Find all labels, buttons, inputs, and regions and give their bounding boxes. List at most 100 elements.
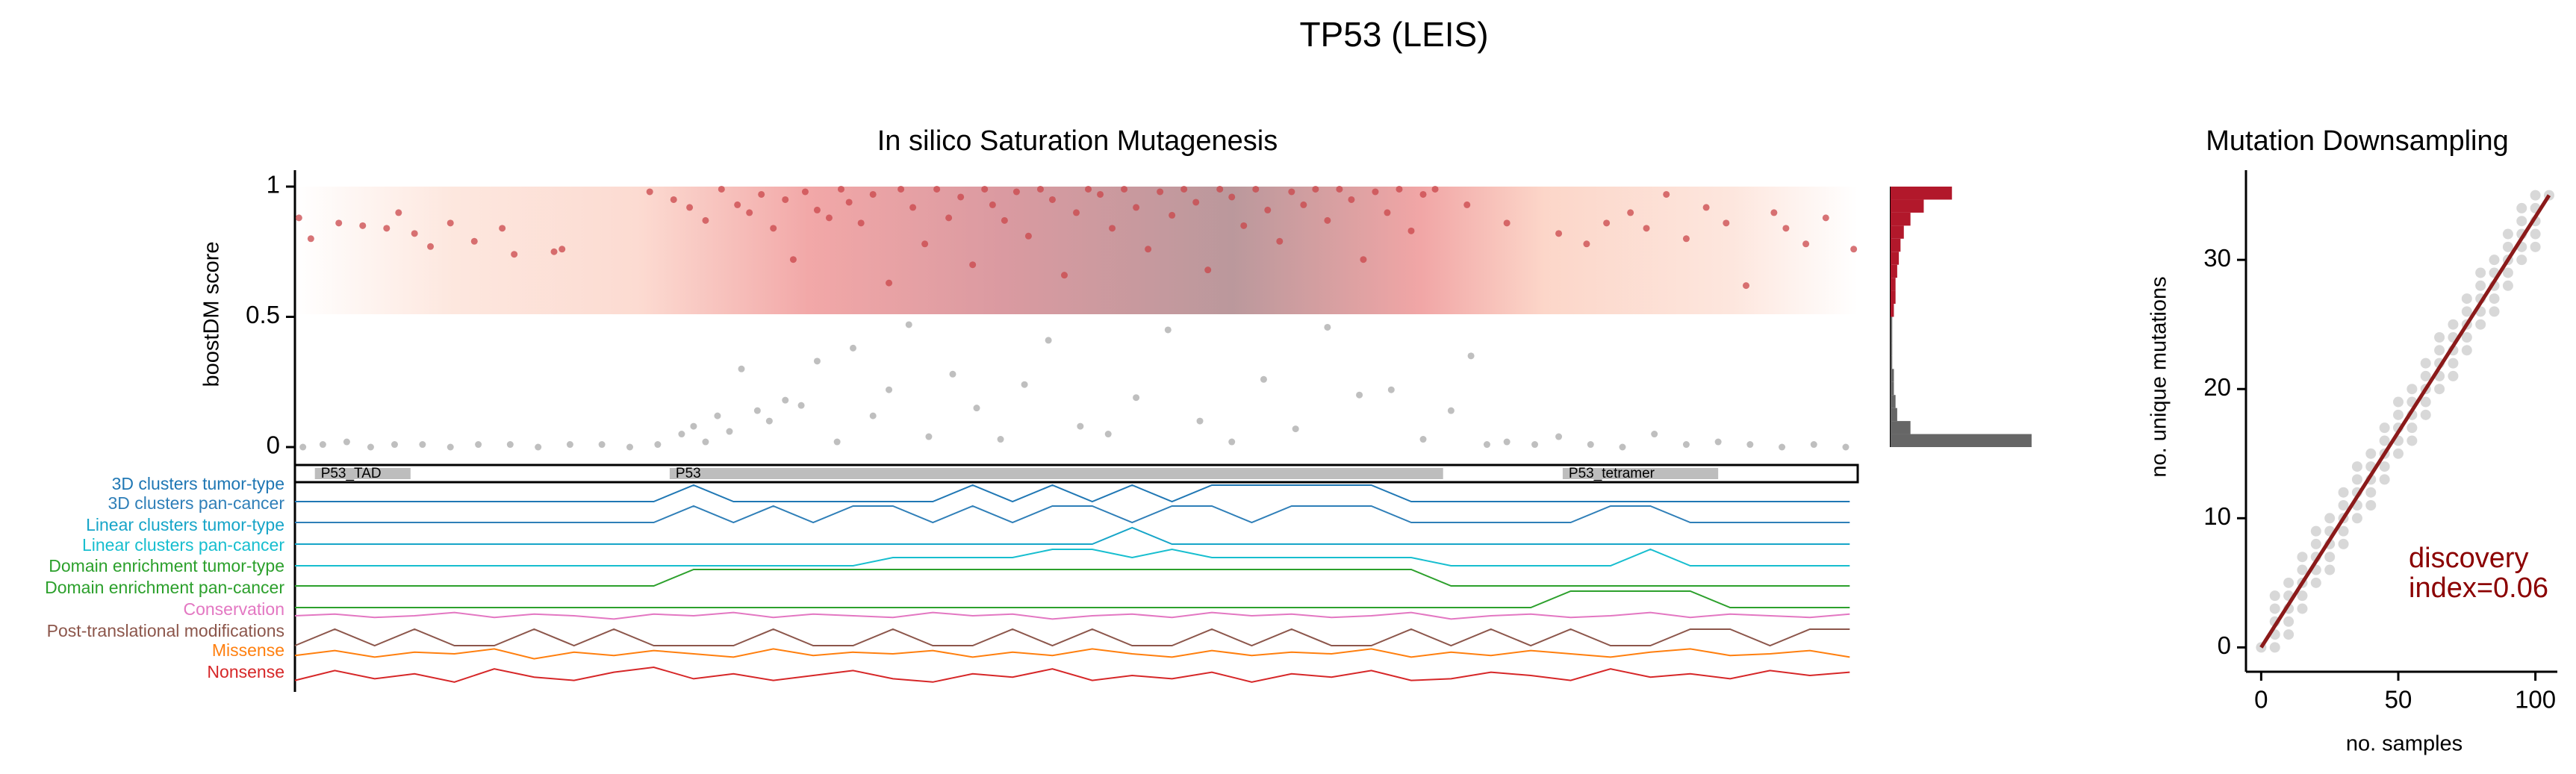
point [2502,228,2513,240]
point [989,201,996,208]
point [2530,228,2541,240]
point [1682,441,1690,449]
point [1192,199,1200,206]
point [670,196,677,203]
point [1045,337,1052,344]
point [1782,225,1790,232]
point [319,441,326,449]
point [2434,384,2445,395]
track-label: Conservation [183,599,284,619]
hist-bar [1891,395,1896,408]
track-label: Missense [212,640,284,660]
point [933,185,941,193]
point [1651,431,1658,438]
point [1743,282,1749,290]
point [2297,564,2308,575]
track-label: Linear clusters tumor-type [86,515,284,534]
panel-title: Mutation Downsampling [2206,125,2509,157]
point [1822,214,1829,222]
point [797,402,805,409]
point [678,431,685,438]
point [949,370,956,378]
point [789,256,797,263]
point [2448,370,2459,381]
point [2489,293,2500,305]
x-tick-label: 0 [2254,686,2268,714]
point [2420,409,2431,420]
point [945,214,953,222]
point [1503,219,1511,227]
hist-bar [1891,199,1924,213]
point [2324,564,2336,575]
x-axis-label: no. samples [2346,732,2463,756]
point [1216,185,1224,193]
point [1447,407,1455,414]
point [1419,436,1427,443]
point [765,417,773,425]
point [2448,358,2459,369]
hist-bar [1891,264,1897,278]
point [2502,267,2513,278]
point [2310,538,2321,549]
track-line [295,505,1850,524]
point [690,422,697,430]
point [1048,196,1056,203]
point [335,219,343,227]
point [1228,438,1236,446]
y-axis-label: boostDM score [200,241,224,387]
point [1085,185,1092,193]
point [753,407,761,414]
hist-bar [1891,381,1894,396]
point [1024,232,1032,240]
x-tick-label: 100 [2515,686,2556,714]
point [411,230,418,237]
point [2420,370,2431,381]
point [770,225,777,232]
point [2351,513,2362,524]
point [734,201,741,208]
point [1276,237,1284,245]
hist-bar [1891,369,1894,382]
point [782,196,789,203]
protein-outline [293,464,1859,484]
y-tick-label: 0 [267,431,280,459]
point [2516,202,2527,213]
point [2351,474,2362,485]
point [2269,590,2280,602]
point [905,321,912,328]
point [383,225,391,232]
point [1133,204,1140,211]
y-tick-label: 0 [2218,631,2231,659]
hist-bar [1891,408,1897,422]
track-line [294,666,1850,683]
track-label: Domain enrichment pan-cancer [45,578,284,597]
point [1682,235,1690,243]
point [2297,590,2308,602]
point [1746,441,1754,449]
point [2392,448,2404,459]
point [1157,188,1164,196]
point [2297,603,2308,614]
point [2269,642,2280,653]
point [813,206,821,213]
point [307,235,314,243]
point [2379,461,2390,472]
point [2461,306,2472,317]
point [1180,185,1188,193]
point [1583,240,1590,248]
point [973,405,980,412]
point [2475,267,2486,278]
point [1850,246,1858,253]
point [1802,240,1810,248]
point [1264,206,1272,213]
point [886,386,893,393]
point [391,441,398,449]
point [2324,552,2336,563]
point [1196,417,1204,425]
point [1324,216,1331,224]
point [2379,435,2390,446]
y-tick-label: 30 [2203,244,2231,272]
point [2407,384,2418,395]
point [921,240,929,248]
y-tick-label: 20 [2203,373,2231,401]
